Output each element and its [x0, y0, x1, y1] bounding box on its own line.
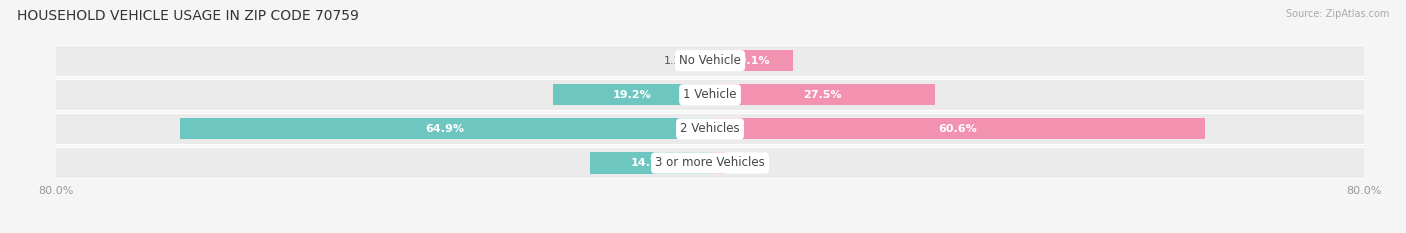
Bar [553, 84, 710, 105]
Text: 27.5%: 27.5% [803, 90, 842, 100]
Bar [56, 46, 1364, 76]
Bar [710, 84, 935, 105]
Bar [180, 118, 710, 140]
Text: 1.2%: 1.2% [664, 56, 692, 66]
Bar [56, 79, 1364, 111]
Text: 2 Vehicles: 2 Vehicles [681, 122, 740, 135]
Text: Source: ZipAtlas.com: Source: ZipAtlas.com [1285, 9, 1389, 19]
Bar [710, 152, 724, 174]
Legend: Owner-occupied, Renter-occupied: Owner-occupied, Renter-occupied [593, 230, 827, 233]
Bar [56, 45, 1364, 77]
Bar [56, 80, 1364, 110]
Bar [710, 118, 1205, 140]
Bar [56, 113, 1364, 145]
Text: 1.8%: 1.8% [733, 158, 761, 168]
Bar [710, 50, 793, 71]
Text: 19.2%: 19.2% [612, 90, 651, 100]
Text: 64.9%: 64.9% [426, 124, 464, 134]
Bar [700, 50, 710, 71]
Text: 3 or more Vehicles: 3 or more Vehicles [655, 157, 765, 169]
Text: No Vehicle: No Vehicle [679, 54, 741, 67]
Text: 14.7%: 14.7% [630, 158, 669, 168]
Bar [56, 148, 1364, 178]
Text: 60.6%: 60.6% [938, 124, 977, 134]
Text: 10.1%: 10.1% [733, 56, 770, 66]
Text: 1 Vehicle: 1 Vehicle [683, 88, 737, 101]
Bar [591, 152, 710, 174]
Text: HOUSEHOLD VEHICLE USAGE IN ZIP CODE 70759: HOUSEHOLD VEHICLE USAGE IN ZIP CODE 7075… [17, 9, 359, 23]
Bar [56, 147, 1364, 179]
Bar [56, 114, 1364, 144]
